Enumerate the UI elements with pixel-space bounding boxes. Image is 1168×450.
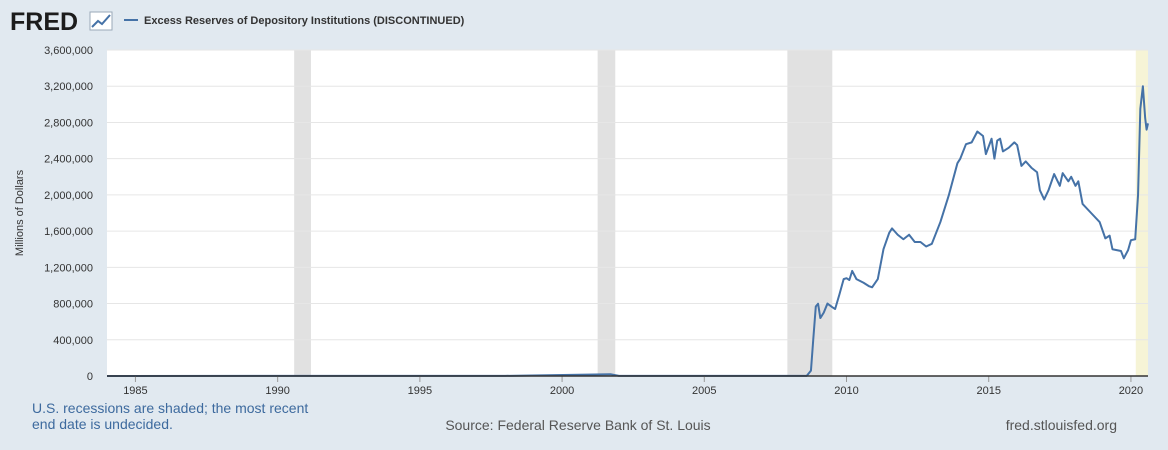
footnote-box: U.S. recessions are shaded; the most rec…	[32, 400, 309, 432]
x-tick-label: 2005	[692, 385, 716, 397]
url: fred.stlouisfed.org	[1006, 417, 1117, 433]
y-tick-label: 1,200,000	[44, 262, 93, 274]
logo: FRED	[10, 8, 78, 36]
x-tick-label: 2015	[976, 385, 1000, 397]
y-tick-label: 1,600,000	[44, 226, 93, 238]
x-tick-label: 1990	[265, 385, 289, 397]
logo-icon	[89, 11, 113, 31]
y-axis-label: Millions of Dollars	[14, 169, 26, 256]
chart-title: Excess Reserves of Depository Institutio…	[144, 15, 465, 27]
plot-area	[107, 50, 1148, 376]
footnote: U.S. recessions are shaded; the most rec…	[32, 400, 309, 432]
x-tick-label: 2020	[1119, 385, 1143, 397]
source: Source: Federal Reserve Bank of St. Loui…	[445, 417, 710, 433]
y-tick-label: 2,400,000	[44, 154, 93, 166]
x-tick-label: 2010	[834, 385, 858, 397]
y-tick-label: 2,000,000	[44, 190, 93, 202]
recession-shade	[294, 50, 311, 376]
x-tick-label: 2000	[550, 385, 574, 397]
y-tick-label: 800,000	[53, 299, 93, 311]
x-tick-label: 1995	[408, 385, 432, 397]
y-tick-label: 2,800,000	[44, 117, 93, 129]
y-tick-label: 3,200,000	[44, 81, 93, 93]
x-tick-label: 1985	[123, 385, 147, 397]
recession-shade	[787, 50, 833, 376]
recession-shade	[597, 50, 616, 376]
y-tick-label: 3,600,000	[44, 45, 93, 57]
y-tick-label: 0	[87, 371, 93, 383]
y-tick-label: 400,000	[53, 335, 93, 347]
series-line	[106, 85, 1149, 377]
